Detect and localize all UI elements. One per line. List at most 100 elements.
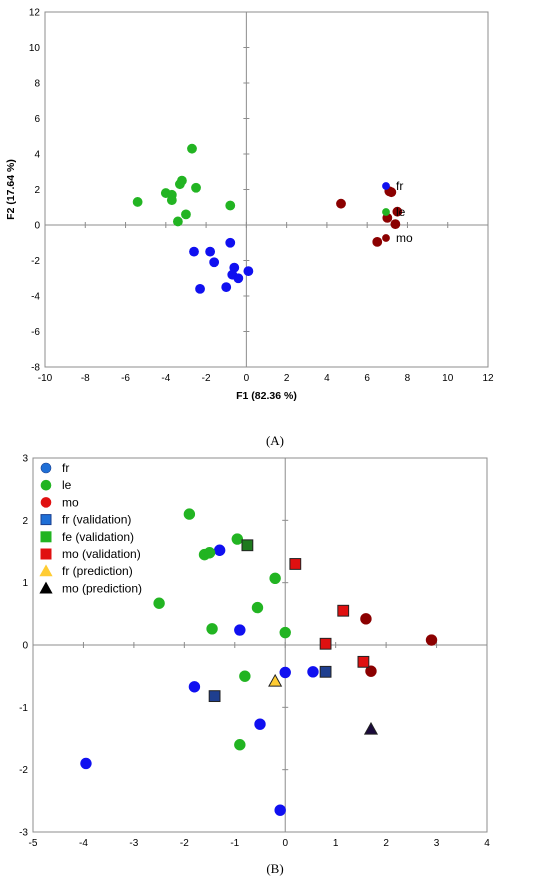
legend-label: mo (prediction) xyxy=(62,581,142,595)
data-point xyxy=(225,200,236,211)
data-point xyxy=(274,804,286,816)
data-point xyxy=(188,681,201,693)
data-point xyxy=(153,597,165,609)
x-tick-label: 2 xyxy=(284,373,290,384)
legend-label: le xyxy=(396,205,406,219)
x-tick-label: -6 xyxy=(121,373,130,384)
data-point xyxy=(234,739,246,751)
data-point xyxy=(307,666,319,678)
data-point xyxy=(386,187,397,198)
panel-a-label: (A) xyxy=(266,433,284,448)
data-point xyxy=(425,634,438,646)
x-tick-label: 2 xyxy=(383,838,389,849)
x-tick-label: -4 xyxy=(161,373,170,384)
x-tick-label: 0 xyxy=(282,838,288,849)
data-point xyxy=(191,182,201,193)
x-tick-label: 8 xyxy=(405,373,411,384)
data-point xyxy=(279,626,291,639)
data-point xyxy=(372,236,383,247)
data-point xyxy=(241,539,254,552)
data-point xyxy=(206,623,218,635)
series-fr-validation- xyxy=(208,665,332,703)
y-tick-label: -8 xyxy=(31,363,40,374)
legend-label: le xyxy=(62,478,72,492)
legend-label: mo xyxy=(396,231,413,245)
data-point xyxy=(189,246,199,257)
legend-marker xyxy=(382,182,390,190)
series-mo-validation- xyxy=(289,558,370,668)
legend-marker xyxy=(40,531,52,543)
legend-label: fr (validation) xyxy=(62,513,131,527)
data-point xyxy=(225,237,236,248)
y-tick-label: 2 xyxy=(34,185,40,196)
y-tick-label: 0 xyxy=(22,641,28,652)
y-tick-label: -1 xyxy=(19,703,28,714)
data-point xyxy=(390,219,401,230)
data-point xyxy=(187,143,197,154)
x-tick-label: 4 xyxy=(484,838,490,849)
chart-panel-b: -5 -4 -3 -2 -1 0 1 2 3 4 -3 -2 -1 0 1 2 3 fr le mo fr (valid… xyxy=(19,454,490,850)
plot-area xyxy=(44,11,489,368)
data-point xyxy=(392,206,403,217)
data-point xyxy=(205,246,216,257)
data-point xyxy=(269,572,281,585)
x-tick-label: 12 xyxy=(482,373,494,384)
data-point xyxy=(183,508,196,520)
data-point xyxy=(319,637,332,650)
legend-label: fr xyxy=(62,461,69,475)
y-tick-label: 6 xyxy=(34,114,40,125)
y-tick-label: 0 xyxy=(34,221,40,232)
y-tick-label: 10 xyxy=(29,43,41,54)
series-mo xyxy=(360,613,438,677)
data-point xyxy=(243,266,254,277)
legend-marker xyxy=(40,514,52,526)
legend-label: mo xyxy=(62,495,79,509)
legend-marker xyxy=(39,581,53,594)
data-point xyxy=(239,670,251,682)
y-tick-label: 1 xyxy=(22,578,28,589)
x-axis-title: F1 (82.36 %) xyxy=(236,390,297,402)
data-point xyxy=(357,655,370,668)
data-point xyxy=(233,273,244,284)
legend-label: fr (prediction) xyxy=(62,564,133,578)
series-mo-prediction- xyxy=(363,721,379,735)
y-tick-label: 2 xyxy=(22,516,28,527)
data-point xyxy=(251,601,264,614)
data-point xyxy=(181,209,191,220)
series-fr xyxy=(189,237,254,294)
x-tick-label: 6 xyxy=(364,373,370,384)
data-point xyxy=(166,195,177,206)
data-point xyxy=(209,257,220,268)
data-point xyxy=(80,757,92,770)
legend-label: mo (validation) xyxy=(62,547,141,561)
y-tick-label: -3 xyxy=(19,828,28,839)
data-point xyxy=(175,179,185,190)
data-point xyxy=(195,283,205,294)
y-tick-label: 12 xyxy=(29,8,41,19)
x-tick-label: -1 xyxy=(230,838,239,849)
data-point xyxy=(319,665,332,678)
x-tick-label: 4 xyxy=(324,373,330,384)
data-point xyxy=(172,216,183,227)
legend-marker xyxy=(40,497,52,508)
legend-marker xyxy=(40,462,52,474)
x-tick-label: -5 xyxy=(29,838,38,849)
data-point xyxy=(203,547,216,559)
panel-b-label: (B) xyxy=(266,861,283,876)
x-tick-label: -10 xyxy=(38,373,53,384)
legend-label: fe (validation) xyxy=(62,530,134,544)
series-le xyxy=(132,143,236,227)
data-point xyxy=(132,197,143,207)
legend-marker xyxy=(40,548,52,560)
x-tick-label: -2 xyxy=(180,838,189,849)
y-axis-title: F2 (17.64 %) xyxy=(5,159,17,220)
y-tick-label: -6 xyxy=(31,327,40,338)
x-tick-label: -2 xyxy=(202,373,211,384)
data-point xyxy=(279,666,291,679)
x-tick-label: 10 xyxy=(442,373,454,384)
data-point xyxy=(208,690,221,703)
data-point xyxy=(213,544,226,556)
data-point xyxy=(268,673,283,687)
data-point xyxy=(234,624,246,636)
y-tick-label: 8 xyxy=(34,79,40,90)
